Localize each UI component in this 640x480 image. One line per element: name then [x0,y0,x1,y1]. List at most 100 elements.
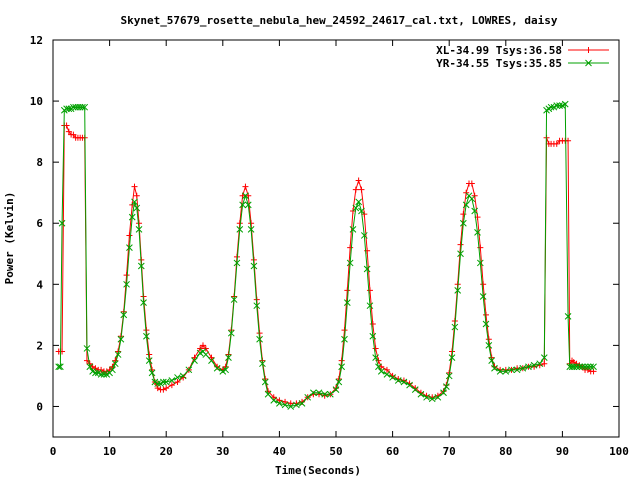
data-point [355,177,362,184]
data-point [230,296,238,303]
data-point [482,311,489,318]
data-point [394,377,402,384]
data-point [491,364,498,372]
data-point [400,378,408,386]
data-point [383,366,390,373]
y-tick-label: 12 [30,34,43,47]
data-point [372,345,379,352]
data-point [57,363,64,371]
data-point [133,204,141,212]
data-point [131,183,138,190]
data-point [573,363,580,371]
data-point [264,390,272,398]
x-tick-label: 70 [443,445,456,458]
legend-marker [585,47,592,53]
chart-title: Skynet_57679_rosette_nebula_hew_24592_24… [120,14,557,27]
data-point [154,380,162,387]
data-point [536,360,544,368]
data-point [578,363,586,371]
legend-entry-label: YR-34.55 Tsys:35.85 [436,57,562,70]
data-point [434,393,442,401]
data-point [570,363,578,371]
data-point [479,293,487,300]
data-point [276,400,283,407]
x-tick-label: 80 [499,445,512,458]
data-point [160,378,167,386]
x-tick-label: 60 [386,445,399,458]
data-point [440,389,447,397]
data-point [360,232,368,239]
data-point [202,351,210,358]
data-point [378,363,385,370]
data-point [287,400,294,407]
data-point [162,378,170,386]
data-point [488,357,496,365]
data-point [179,372,187,380]
data-point [137,262,145,270]
data-point [443,383,450,390]
y-tick-label: 2 [36,339,43,352]
data-point [185,366,193,374]
data-point [471,207,479,215]
data-point [352,186,359,193]
data-point [389,374,396,381]
data-point [335,378,343,386]
data-point [377,367,385,375]
data-point [454,287,462,294]
data-point [553,140,560,147]
data-point [111,360,119,368]
data-point [423,393,430,401]
data-point [287,403,295,410]
legend-marker [585,59,592,67]
data-point [581,363,589,371]
data-point [97,371,105,378]
data-point [65,105,73,113]
data-point [239,201,246,209]
data-point [191,357,198,365]
data-point [298,400,306,407]
data-point [564,313,572,320]
data-point [259,360,266,368]
data-point [457,241,464,248]
data-point [417,390,425,398]
data-point [460,211,467,218]
data-point [227,329,235,337]
data-point [428,395,436,403]
data-point [148,369,156,377]
data-point [519,364,527,372]
x-tick-label: 20 [160,445,173,458]
y-axis-label: Power (Kelvin) [3,192,16,285]
data-point [347,244,354,251]
series-yr [55,100,597,410]
data-point [140,299,147,306]
data-point [92,369,99,377]
data-point [168,382,175,389]
data-point [123,272,130,279]
data-point [383,371,391,378]
data-point [117,335,125,343]
data-point [556,102,563,110]
data-point [553,102,561,110]
y-tick-label: 6 [36,217,43,230]
data-point [281,401,289,409]
series [55,100,597,410]
data-point [346,259,354,267]
data-point [349,225,357,233]
data-point [55,363,63,371]
data-point [590,363,597,371]
x-tick-label: 90 [556,445,569,458]
data-point [341,327,348,334]
data-point [222,366,229,374]
data-point [587,363,595,371]
data-point [58,219,66,227]
data-point [256,335,263,343]
x-axis-label: Time(Seconds) [275,464,361,477]
data-point [79,103,86,111]
data-point [315,389,323,397]
data-point [457,250,464,258]
data-point [304,393,312,401]
data-point [270,397,278,404]
data-point [541,360,548,367]
data-point [131,198,138,206]
